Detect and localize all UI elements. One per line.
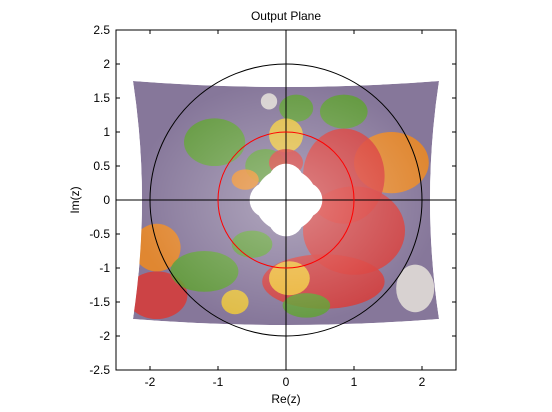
mapped-image (133, 81, 439, 325)
x-tick-label: -1 (213, 375, 224, 389)
y-tick-label: -0.5 (89, 227, 110, 241)
x-tick-label: 0 (283, 375, 290, 389)
x-tick-label: 2 (419, 375, 426, 389)
y-tick-label: -2 (99, 329, 110, 343)
x-axis-label: Re(z) (271, 392, 300, 406)
y-tick-label: -1 (99, 261, 110, 275)
y-tick-label: 2.5 (93, 23, 110, 37)
y-tick-label: -1.5 (89, 295, 110, 309)
y-tick-label: 2 (103, 57, 110, 71)
chart-title: Output Plane (251, 9, 321, 23)
x-tick-label: 1 (351, 375, 358, 389)
y-axis-label: Im(z) (68, 186, 82, 213)
x-tick-label: -2 (145, 375, 156, 389)
y-tick-label: 0.5 (93, 159, 110, 173)
outer-circle (149, 63, 423, 337)
y-ticks: 2.5 2 1.5 1 0.5 0 -0.5 -1 -1.5 -2 -2.5 (89, 23, 456, 377)
x-ticks: -2 -1 0 1 2 (145, 30, 426, 389)
y-tick-label: 1 (103, 125, 110, 139)
y-tick-label: 0 (103, 193, 110, 207)
unit-circle (217, 131, 355, 269)
y-tick-label: -2.5 (89, 363, 110, 377)
y-tick-label: 1.5 (93, 91, 110, 105)
overlay (116, 30, 456, 370)
